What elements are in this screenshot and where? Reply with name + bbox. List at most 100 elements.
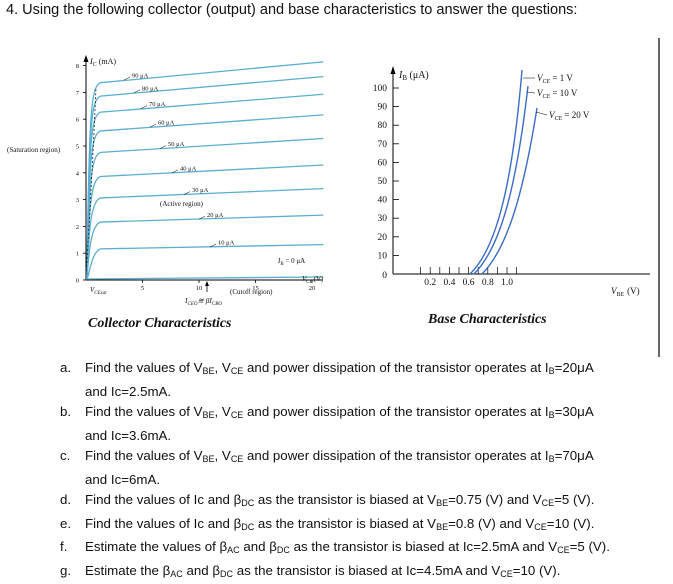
question-text: Find the values of VBE, VCE and power di… — [85, 446, 660, 470]
text-run: as the transistor is biased at Ic=4.5mA … — [233, 563, 500, 578]
subscript: DC — [277, 545, 290, 555]
collector-y-tick-label: 6 — [76, 117, 80, 124]
question-label: f. — [60, 537, 67, 558]
base-y-arrow — [391, 66, 396, 74]
text-run: =30μA — [555, 404, 594, 419]
subscript: CE — [557, 545, 570, 555]
base-y-tick-label: 60 — [378, 158, 388, 168]
subscript: BE — [436, 522, 448, 532]
base-curve — [482, 108, 537, 274]
base-curve-leader — [527, 92, 535, 93]
curve-label-vce10: VCE = 10 V — [537, 88, 578, 100]
collector-y-tick-label: 4 — [76, 170, 80, 177]
question-text-cont: and Ic=2.5mA. — [85, 382, 660, 403]
subscript: DC — [241, 498, 254, 508]
base-x-tick-label: 0.6 — [463, 278, 475, 288]
text-run: and power dissipation of the transistor … — [243, 448, 548, 463]
question-item: e. Find the values of Ic and βDC as the t… — [60, 514, 660, 538]
base-y-tick-label: 30 — [378, 214, 388, 224]
collector-y-tick-label: 0 — [76, 278, 79, 285]
collector-curve-label: 60 μA — [158, 120, 175, 127]
base-x-tick-label: 0.4 — [443, 278, 455, 288]
subscript: BE — [203, 366, 215, 376]
base-caption: Base Characteristics — [428, 312, 547, 328]
text-run: Find the values of V — [85, 360, 203, 375]
collector-curve-ib0 — [86, 277, 323, 279]
collector-x-label: VCE(V) — [302, 275, 324, 285]
question-text-cont: and Ic=6mA. — [85, 470, 660, 491]
text-run: =5 (V). — [570, 539, 610, 554]
question-list: a.Find the values of VBE, VCE and power … — [60, 358, 660, 584]
question-label: a. — [60, 358, 71, 379]
curve-label-vce20: VCE = 20 V — [549, 110, 590, 122]
base-y-tick-label: 10 — [378, 251, 388, 261]
subscript: DC — [241, 522, 254, 532]
text-run: and β — [240, 539, 277, 554]
base-y-tick-label: 70 — [378, 140, 388, 150]
text-run: =70μA — [555, 448, 594, 463]
subscript: CE — [534, 522, 547, 532]
question-text: Find the values of Ic and βDC as the tra… — [85, 514, 660, 538]
collector-y-tick-label: 1 — [76, 251, 79, 258]
subscript: CE — [231, 366, 244, 376]
text-run: and power dissipation of the transistor … — [243, 360, 548, 375]
text-run: and β — [183, 563, 220, 578]
subscript: CE — [500, 569, 513, 579]
base-y-tick-label: 90 — [378, 103, 388, 113]
subscript: BE — [203, 410, 215, 420]
base-y-tick-label: 50 — [378, 177, 388, 187]
cutoff-region-label: (Cutoff region) — [230, 288, 273, 296]
question-label: e. — [60, 514, 71, 535]
text-run: Find the values of Ic and β — [85, 492, 241, 507]
collector-y-tick-label: 5 — [76, 144, 79, 151]
collector-curve-label: 90 μA — [132, 73, 149, 80]
base-x-label: VBE(V) — [611, 286, 640, 298]
base-y-tick-label: 80 — [378, 121, 388, 131]
question-item: f. Estimate the values of βAC and βDC as … — [60, 537, 660, 561]
collector-curve-label: 20 μA — [207, 212, 224, 219]
text-run: , V — [215, 404, 231, 419]
base-y-tick-label: 100 — [373, 84, 388, 94]
text-run: Estimate the β — [85, 563, 170, 578]
question-text: Estimate the values of βAC and βDC as th… — [85, 537, 660, 561]
question-item: c.Find the values of VBE, VCE and power … — [60, 446, 660, 490]
text-run: , V — [215, 448, 231, 463]
question-text: Find the values of VBE, VCE and power di… — [85, 402, 660, 426]
subscript: BE — [436, 498, 448, 508]
base-curve-leader — [536, 112, 547, 115]
curve-label-vce1: VCE = 1 V — [537, 73, 573, 85]
collector-y-tick-label: 2 — [76, 224, 79, 231]
collector-curve-label: 40 μA — [180, 165, 197, 172]
text-run: Find the values of V — [85, 404, 203, 419]
collector-y-arrow — [84, 55, 89, 62]
question-item: d. Find the values of Ic and βDC as the t… — [60, 490, 660, 514]
collector-y-tick-label: 7 — [76, 90, 80, 97]
collector-curve-label: 70 μA — [149, 101, 166, 108]
text-run: and power dissipation of the transistor … — [243, 404, 548, 419]
question-label: d. — [60, 490, 71, 511]
collector-x-tick-label: 10 — [196, 285, 203, 292]
collector-curve-label: 30 μA — [192, 187, 209, 194]
collector-y-label: IC(mA) — [89, 57, 116, 68]
subscript: BE — [203, 454, 215, 464]
question-label: g. — [60, 561, 71, 582]
cutoff-arrow — [205, 281, 209, 286]
base-x-tick-label: 1.0 — [501, 278, 513, 288]
question-text: Find the values of Ic and βDC as the tra… — [85, 490, 660, 514]
text-run: as the transistor is biased at V — [254, 492, 436, 507]
text-run: Find the values of Ic and β — [85, 516, 241, 531]
base-x-tick-label: 0.2 — [424, 278, 436, 288]
base-x-tick-label: 0.8 — [482, 278, 494, 288]
base-y-tick-label: 0 — [382, 271, 387, 281]
text-run: =10 (V). — [547, 516, 595, 531]
subscript: CE — [542, 498, 555, 508]
collector-y-tick-label: 3 — [76, 197, 79, 204]
collector-x-tick-label: 20 — [309, 285, 316, 292]
question-item: b.Find the values of VBE, VCE and power … — [60, 402, 660, 446]
text-run: Estimate the values of β — [85, 539, 227, 554]
collector-x-tick-label: 5 — [141, 285, 144, 292]
active-region-label: (Active region) — [160, 200, 204, 208]
